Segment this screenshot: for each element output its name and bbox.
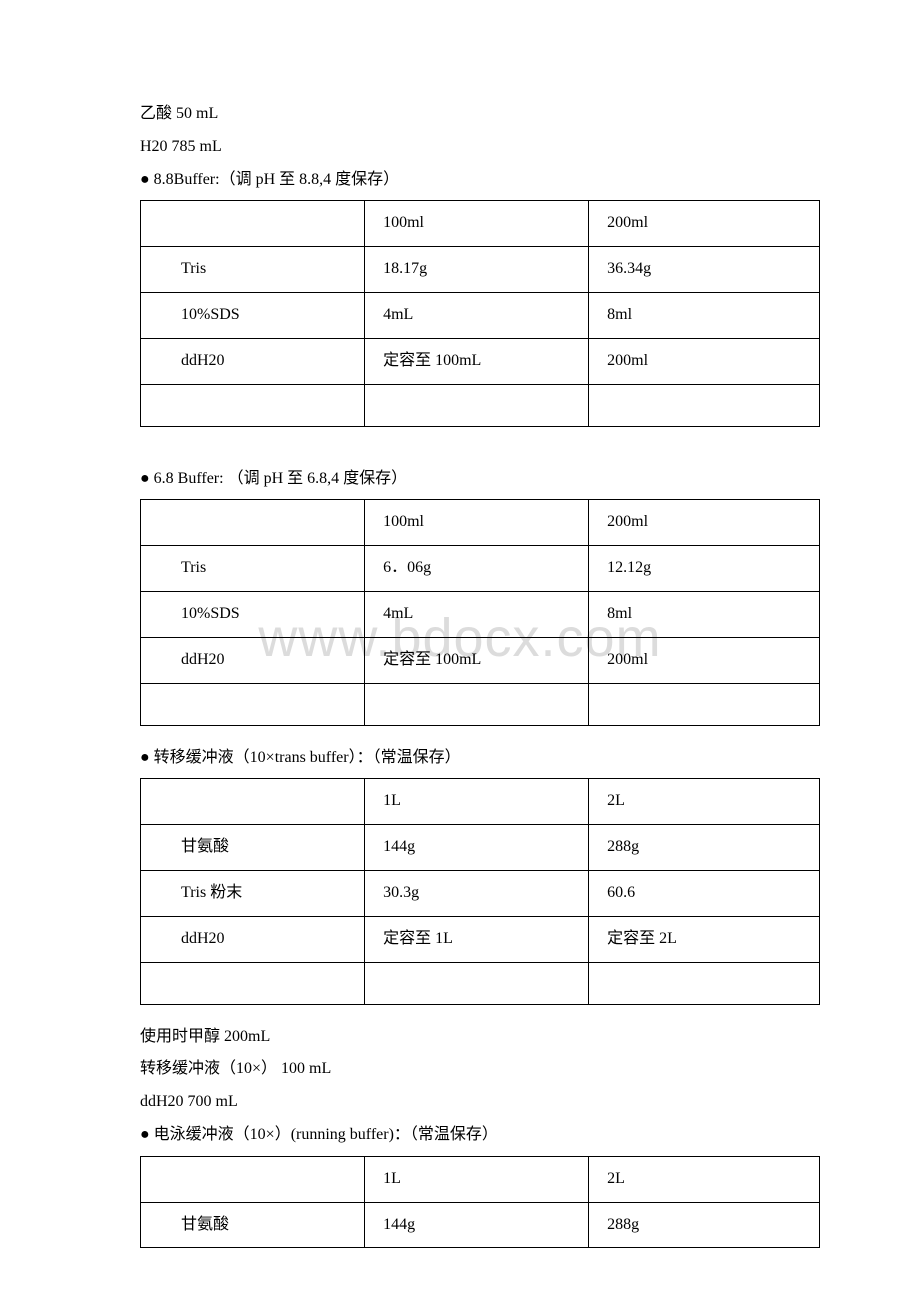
table-cell: 定容至 2L [589,916,820,962]
table-header-row: 100ml200ml [141,201,820,247]
table-cell: 288g [589,1202,820,1248]
document-content: 乙酸 50 mL H20 785 mL ● 8.8Buffer:（调 pH 至 8.… [140,100,820,1248]
table-header-cell: 2L [589,1156,820,1202]
table-cell: 甘氨酸 [141,1202,365,1248]
section-heading: ● 转移缓冲液（10×trans buffer）：（常温保存） [140,744,820,773]
table-cell [141,384,365,426]
table-row: Tris18.17g36.34g [141,247,820,293]
data-table: 100ml200mlTris6．06g12.12g10%SDS4mL8mlddH… [140,499,820,725]
table-header-cell [141,779,365,825]
post-line: ddH20 700 mL [140,1088,820,1117]
table-cell [141,962,365,1004]
table-cell: 10%SDS [141,591,365,637]
data-table: 1L2L甘氨酸144g288g [140,1156,820,1249]
table-row: ddH20定容至 100mL200ml [141,338,820,384]
table-cell: 144g [365,1202,589,1248]
table-cell [589,962,820,1004]
table-cell: 144g [365,825,589,871]
table-row: 甘氨酸144g288g [141,825,820,871]
table-cell: 12.12g [589,546,820,592]
table-cell: ddH20 [141,916,365,962]
table-cell [589,683,820,725]
table-row: 甘氨酸144g288g [141,1202,820,1248]
table-row: 10%SDS4mL8ml [141,591,820,637]
table-row: 10%SDS4mL8ml [141,292,820,338]
table-header-cell: 200ml [589,201,820,247]
table-cell: 288g [589,825,820,871]
table-row: ddH20定容至 1L定容至 2L [141,916,820,962]
table-cell: 4mL [365,591,589,637]
table-cell: ddH20 [141,637,365,683]
table-header-row: 100ml200ml [141,500,820,546]
table-cell: 定容至 100mL [365,338,589,384]
table-cell: 定容至 1L [365,916,589,962]
section-heading: ● 8.8Buffer:（调 pH 至 8.8,4 度保存） [140,166,820,195]
section-heading: ● 电泳缓冲液（10×）(running buffer)：（常温保存） [140,1121,820,1150]
table-row [141,683,820,725]
table-header-cell [141,1156,365,1202]
section-heading: ● 6.8 Buffer: （调 pH 至 6.8,4 度保存） [140,465,820,494]
table-cell: ddH20 [141,338,365,384]
table-cell: 18.17g [365,247,589,293]
table-cell: Tris 粉末 [141,870,365,916]
table-cell: 36.34g [589,247,820,293]
table-cell: 60.6 [589,870,820,916]
top-line: H20 785 mL [140,133,820,162]
table-cell [365,683,589,725]
data-table: 100ml200mlTris18.17g36.34g10%SDS4mL8mldd… [140,200,820,426]
table-row: Tris 粉末30.3g60.6 [141,870,820,916]
table-cell: 200ml [589,338,820,384]
data-table: 1L2L甘氨酸144g288gTris 粉末30.3g60.6ddH20定容至 … [140,778,820,1004]
table-header-cell: 2L [589,779,820,825]
table-cell [365,384,589,426]
table-cell [141,683,365,725]
table-cell [365,962,589,1004]
table-cell: 30.3g [365,870,589,916]
table-row [141,962,820,1004]
top-line: 乙酸 50 mL [140,100,820,129]
table-header-cell: 200ml [589,500,820,546]
table-cell: 6．06g [365,546,589,592]
table-cell: 4mL [365,292,589,338]
table-header-cell: 1L [365,1156,589,1202]
table-row: ddH20定容至 100mL200ml [141,637,820,683]
table-cell: 8ml [589,591,820,637]
spacer [140,445,820,465]
table-row: Tris6．06g12.12g [141,546,820,592]
table-header-cell [141,500,365,546]
table-cell: 定容至 100mL [365,637,589,683]
table-header-cell: 100ml [365,201,589,247]
table-cell: 10%SDS [141,292,365,338]
table-header-cell: 1L [365,779,589,825]
table-row [141,384,820,426]
table-header-row: 1L2L [141,779,820,825]
table-cell: 8ml [589,292,820,338]
post-line: 转移缓冲液（10×） 100 mL [140,1055,820,1084]
table-cell: 甘氨酸 [141,825,365,871]
table-header-cell [141,201,365,247]
table-header-row: 1L2L [141,1156,820,1202]
post-line: 使用时甲醇 200mL [140,1023,820,1052]
table-header-cell: 100ml [365,500,589,546]
table-cell: Tris [141,546,365,592]
table-cell [589,384,820,426]
table-cell: 200ml [589,637,820,683]
table-cell: Tris [141,247,365,293]
